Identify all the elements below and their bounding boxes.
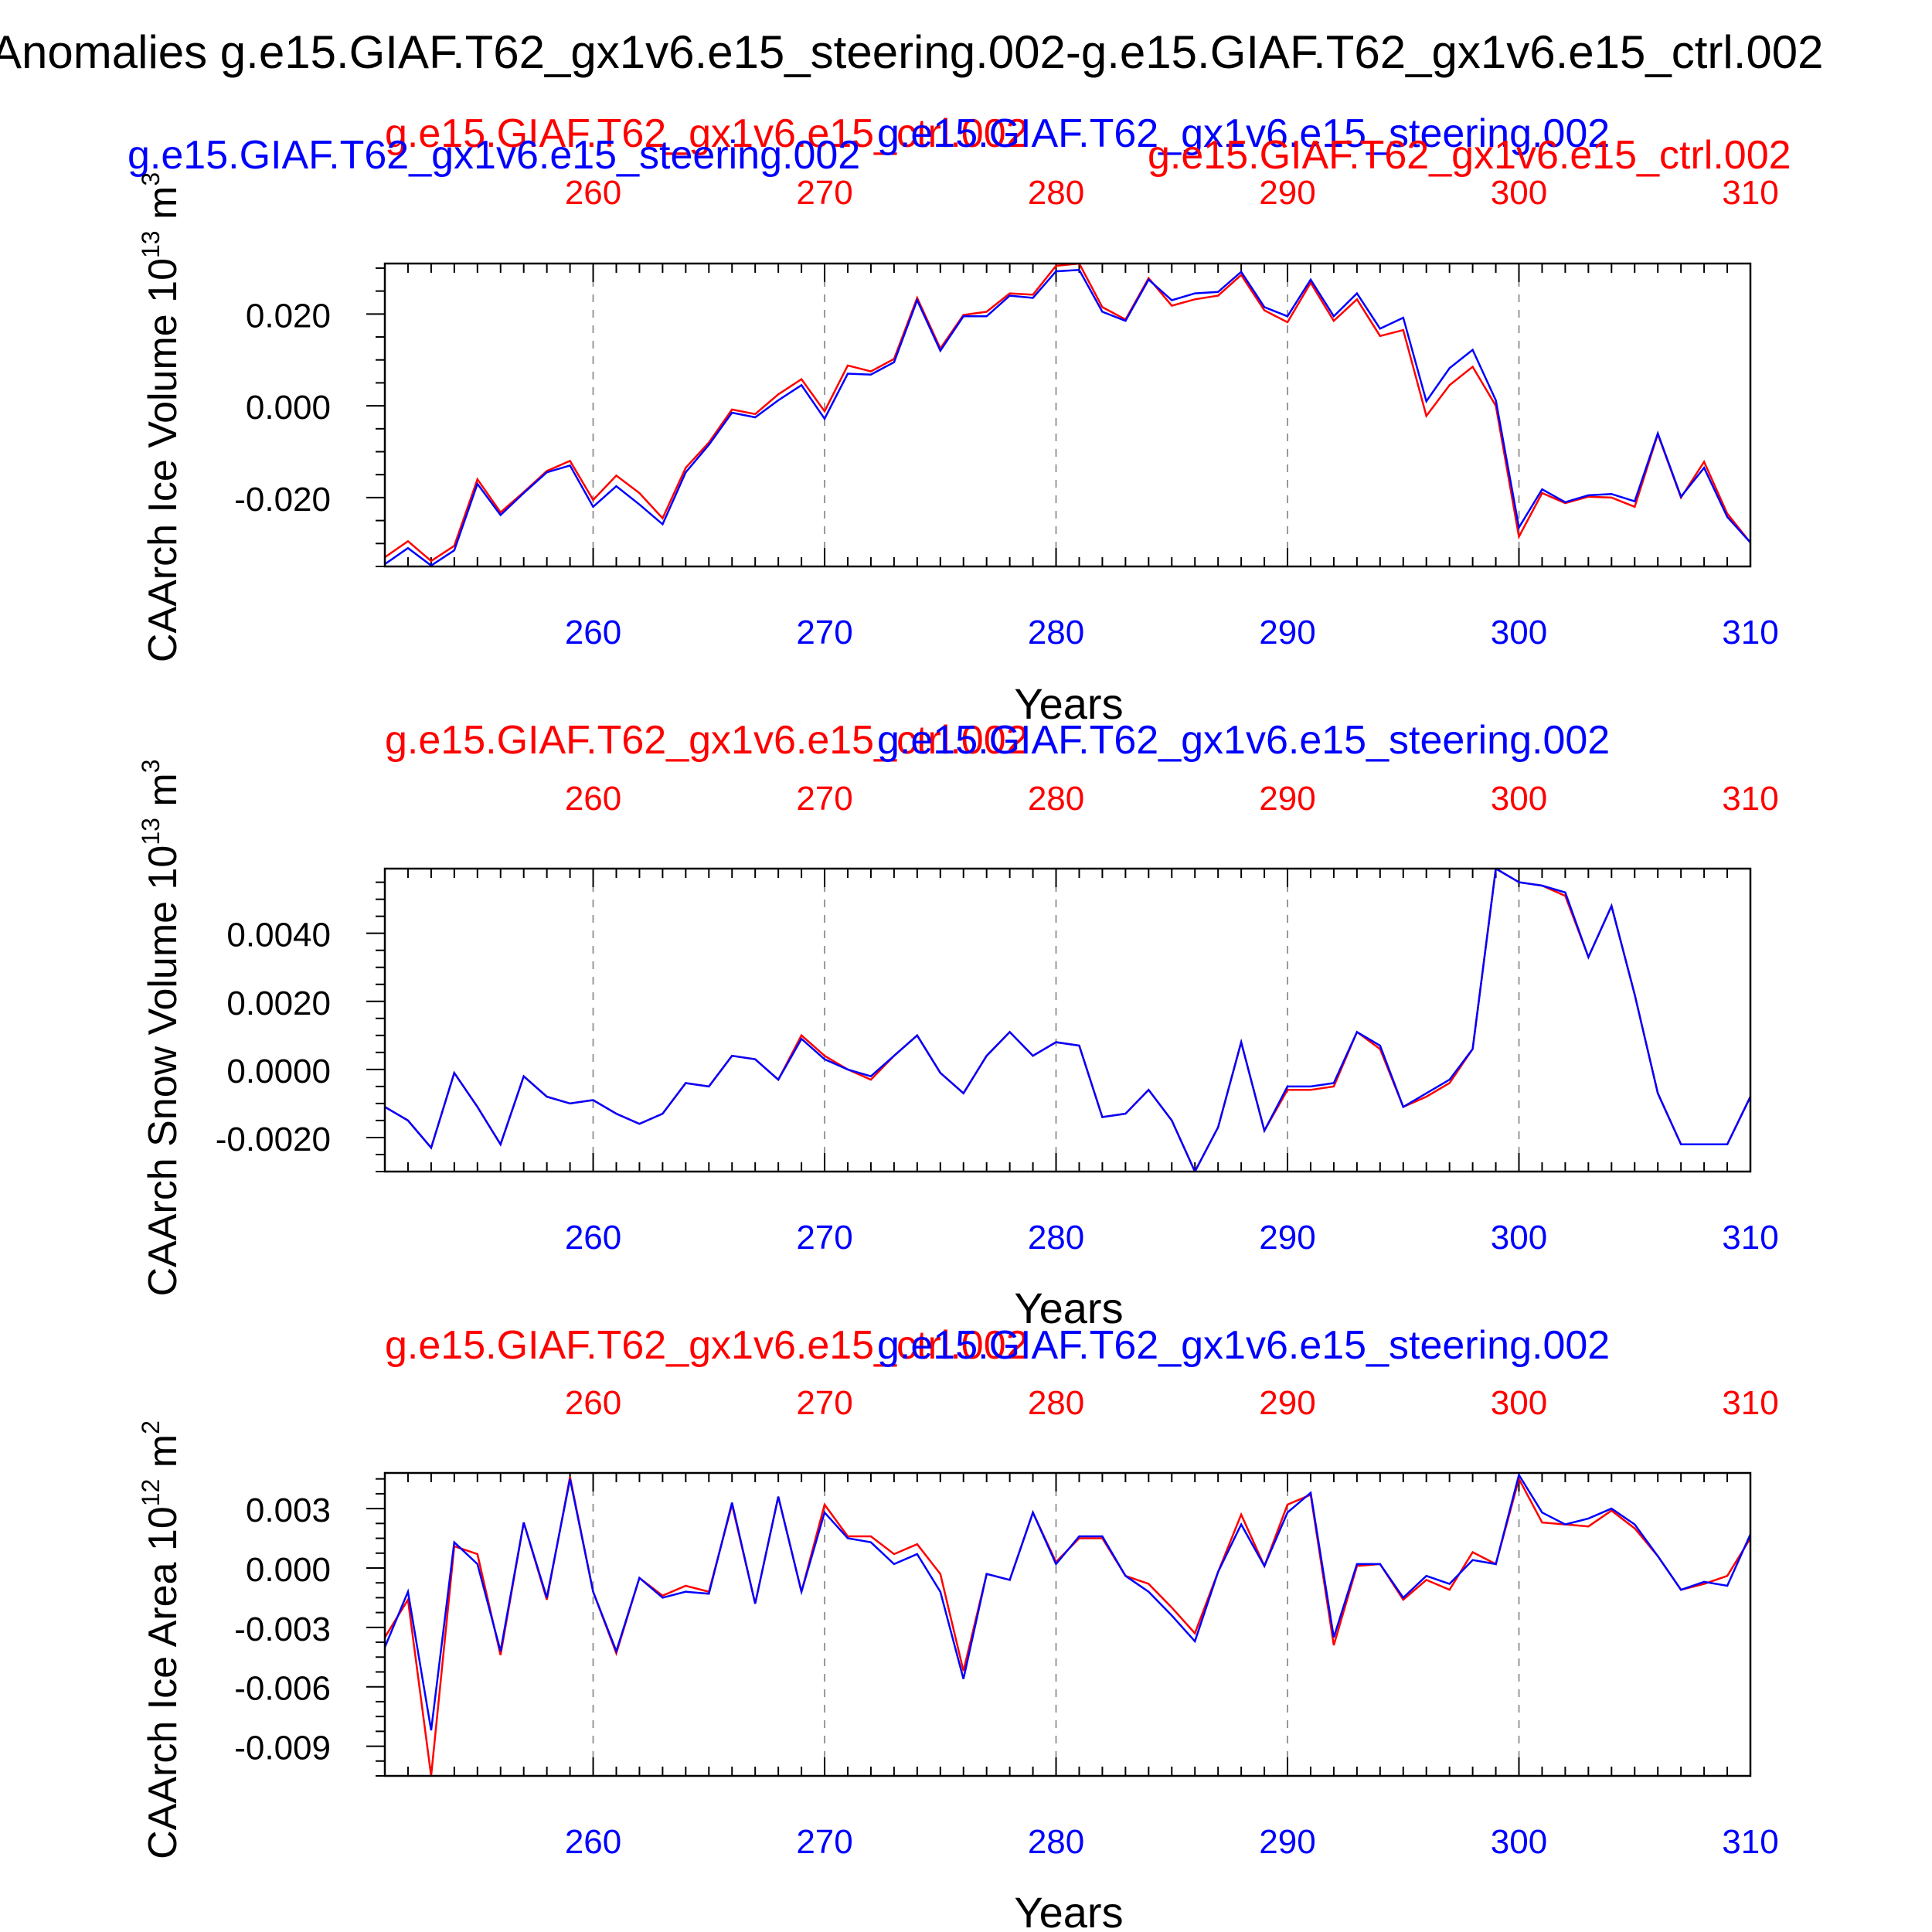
y-axis-label-text: CAArch Ice Volume 10: [141, 258, 185, 662]
y-axis-label: CAArch Snow Volume 1013 m3: [137, 759, 185, 1296]
x-tick-label-bottom: 300: [1491, 614, 1547, 651]
x-tick-label-bottom: 290: [1259, 614, 1315, 651]
legend-ctrl-label: g.e15.GIAF.T62_gx1v6.e15_ctrl.002: [385, 718, 1029, 763]
x-tick-label-bottom: 290: [1259, 1823, 1315, 1861]
y-tick-label: 0.020: [246, 297, 331, 335]
y-tick-label: 0.003: [246, 1492, 331, 1529]
y-axis-label-exp: 12: [137, 1479, 165, 1507]
x-tick-label-bottom: 260: [565, 1823, 621, 1861]
panel-ice-volume: g.e15.GIAF.T62_gx1v6.e15_ctrl.002 g.e15.…: [128, 111, 1791, 728]
svg-text:CAArch Ice Area 1012 m2: CAArch Ice Area 1012 m2: [137, 1420, 185, 1859]
x-axis-label: Years: [1014, 1888, 1123, 1932]
y-tick-label: 0.0020: [226, 985, 331, 1022]
y-tick-label: -0.020: [234, 481, 331, 519]
x-tick-label-bottom: 280: [1028, 614, 1084, 651]
y-axis-label-unit-exp: 3: [137, 759, 165, 773]
x-tick-label-top: 310: [1722, 1384, 1778, 1422]
series-line-ctrl: [385, 264, 1750, 563]
x-tick-label-top: 290: [1259, 780, 1315, 818]
y-axis-label-unit: m: [141, 773, 185, 818]
legend-steering-label: g.e15.GIAF.T62_gx1v6.e15_steering.002: [877, 111, 1610, 156]
y-axis-label-text: CAArch Ice Area 10: [141, 1506, 185, 1859]
x-tick-label-bottom: 290: [1259, 1219, 1315, 1257]
x-tick-label-top: 260: [565, 780, 621, 818]
y-axis-label-unit-exp: 2: [137, 1420, 165, 1434]
series-line-ctrl: [385, 869, 1750, 1172]
x-tick-label-bottom: 270: [796, 1219, 852, 1257]
x-tick-label-top: 300: [1491, 1384, 1547, 1422]
x-tick-label-bottom: 310: [1722, 1823, 1778, 1861]
x-tick-label-bottom: 260: [565, 1219, 621, 1257]
x-axis-label: Years: [1014, 679, 1123, 728]
series-line-steering: [385, 269, 1750, 566]
legend-ctrl-label: g.e15.GIAF.T62_gx1v6.e15_ctrl.002: [385, 111, 1029, 156]
x-tick-label-top: 260: [565, 1384, 621, 1422]
x-tick-label-bottom: 310: [1722, 614, 1778, 651]
series-line-steering: [385, 869, 1750, 1172]
svg-text:CAArch Snow Volume 1013 m3: CAArch Snow Volume 1013 m3: [137, 759, 185, 1296]
figure-title: Anomalies g.e15.GIAF.T62_gx1v6.e15_steer…: [0, 26, 1824, 78]
legend-steering-label-left: g.e15.GIAF.T62_gx1v6.e15_steering.002: [128, 133, 860, 178]
plot-frame: [383, 1471, 1752, 1777]
x-tick-label-top: 300: [1491, 174, 1547, 212]
y-tick-label: 0.000: [246, 389, 331, 427]
x-axis-label: Years: [1014, 1284, 1123, 1332]
x-tick-label-bottom: 260: [565, 614, 621, 651]
y-tick-label: -0.0020: [216, 1121, 331, 1158]
x-tick-label-bottom: 280: [1028, 1823, 1084, 1861]
panel-snow-volume: g.e15.GIAF.T62_gx1v6.e15_ctrl.002 g.e15.…: [137, 718, 1779, 1332]
legend-steering-label: g.e15.GIAF.T62_gx1v6.e15_steering.002: [877, 1323, 1610, 1368]
y-axis-label-exp: 13: [137, 818, 165, 845]
y-axis-label-text: CAArch Snow Volume 10: [141, 845, 185, 1297]
x-tick-label-bottom: 300: [1491, 1219, 1547, 1257]
panel-ice-area: g.e15.GIAF.T62_gx1v6.e15_ctrl.002 g.e15.…: [137, 1323, 1779, 1932]
x-tick-label-top: 270: [796, 174, 852, 212]
x-tick-label-top: 290: [1259, 1384, 1315, 1422]
x-tick-label-top: 290: [1259, 174, 1315, 212]
y-tick-label: 0.000: [246, 1551, 331, 1589]
y-axis-label-unit: m: [141, 186, 185, 231]
x-tick-label-top: 280: [1028, 174, 1084, 212]
y-tick-label: -0.006: [234, 1670, 331, 1708]
y-axis-label-exp: 13: [137, 230, 165, 258]
svg-text:CAArch Ice Volume 1013 m3: CAArch Ice Volume 1013 m3: [137, 172, 185, 662]
y-tick-label: 0.0040: [226, 917, 331, 954]
y-axis-label: CAArch Ice Area 1012 m2: [137, 1420, 185, 1859]
x-tick-label-bottom: 270: [796, 614, 852, 651]
y-axis-label-unit-exp: 3: [137, 172, 165, 186]
plot-frame: [383, 262, 1752, 568]
legend-ctrl-label-right: g.e15.GIAF.T62_gx1v6.e15_ctrl.002: [1148, 133, 1791, 178]
x-tick-label-top: 280: [1028, 1384, 1084, 1422]
x-tick-label-bottom: 270: [796, 1823, 852, 1861]
x-tick-label-top: 270: [796, 780, 852, 818]
y-tick-label: -0.003: [234, 1611, 331, 1648]
series-line-ctrl: [385, 1476, 1750, 1776]
legend-steering-label: g.e15.GIAF.T62_gx1v6.e15_steering.002: [877, 718, 1610, 763]
y-tick-label: -0.009: [234, 1730, 331, 1767]
plot-frame: [383, 867, 1752, 1173]
y-axis-label: CAArch Ice Volume 1013 m3: [137, 172, 185, 662]
y-tick-label: 0.0000: [226, 1053, 331, 1090]
x-tick-label-top: 270: [796, 1384, 852, 1422]
x-tick-label-top: 310: [1722, 780, 1778, 818]
x-tick-label-top: 280: [1028, 780, 1084, 818]
x-tick-label-bottom: 300: [1491, 1823, 1547, 1861]
x-tick-label-bottom: 310: [1722, 1219, 1778, 1257]
x-tick-label-top: 310: [1722, 174, 1778, 212]
legend-ctrl-label: g.e15.GIAF.T62_gx1v6.e15_ctrl.002: [385, 1323, 1029, 1368]
x-tick-label-top: 260: [565, 174, 621, 212]
x-tick-label-bottom: 280: [1028, 1219, 1084, 1257]
series-line-steering: [385, 1473, 1750, 1731]
x-tick-label-top: 300: [1491, 780, 1547, 818]
y-axis-label-unit: m: [141, 1434, 185, 1479]
